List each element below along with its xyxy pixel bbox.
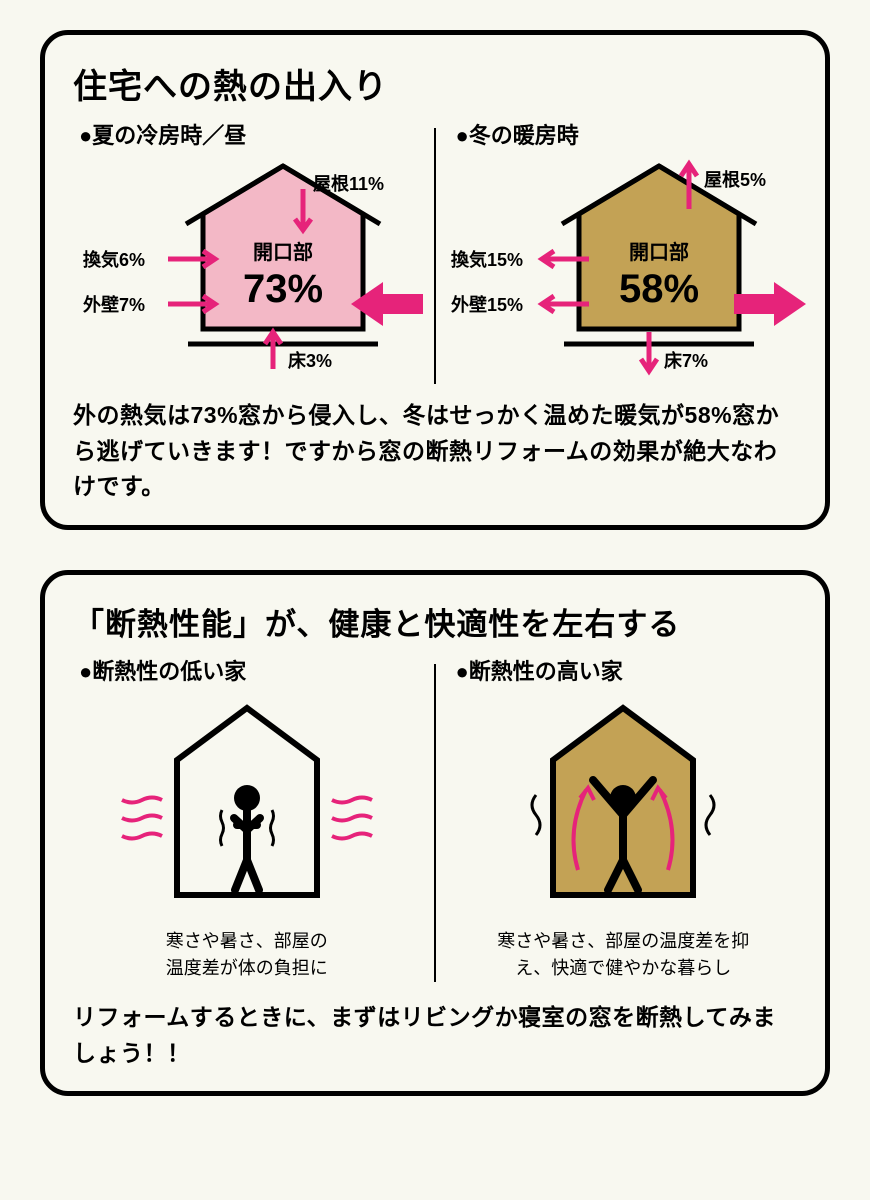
roof-label: 屋根5% <box>704 169 766 190</box>
winter-subtitle: ●冬の暖房時 <box>449 118 797 150</box>
panel2-text: リフォームするときに、まずはリビングか寝室の窓を断熱してみましょう！！ <box>73 1000 797 1071</box>
opening-value: 58% <box>619 267 699 311</box>
wall-label: 外壁15% <box>451 294 523 315</box>
panel1-title: 住宅への熱の出入り <box>73 59 797 108</box>
floor-label: 床7% <box>664 350 708 371</box>
high-subtitle: ●断熱性の高い家 <box>449 654 797 686</box>
high-col: ●断熱性の高い家 寒さや暑さ、部屋の温度差を抑 え、快適で健やかな暮らし <box>449 654 797 982</box>
panel2-title: 「断熱性能」が、健康と快適性を左右する <box>73 599 797 644</box>
low-subtitle: ●断熱性の低い家 <box>73 654 421 686</box>
divider1 <box>434 128 436 384</box>
winter-col: ●冬の暖房時 屋根5% 換気15% 外壁15% 床7% <box>449 118 797 384</box>
low-caption: 寒さや暑さ、部屋の 温度差が体の負担に <box>73 928 421 982</box>
panel-heat-flow: 住宅への熱の出入り ●夏の冷房時／昼 屋根11% 換気6% 外壁 <box>40 30 830 530</box>
panel2-diagrams: ●断熱性の低い家 寒さや暑さ、部屋の 温度差が体の負担に <box>73 654 797 982</box>
opening-label: 開口部 <box>629 240 689 264</box>
vent-label: 換気6% <box>83 249 145 270</box>
roof-label: 屋根11% <box>313 173 384 194</box>
winter-house-diagram: 屋根5% 換気15% 外壁15% 床7% 開口部 58% <box>449 154 809 384</box>
high-house-diagram <box>458 690 788 920</box>
panel1-text: 外の熱気は73%窓から侵入し、冬はせっかく温めた暖気が58%窓から逃げていきます… <box>73 398 797 505</box>
low-col: ●断熱性の低い家 寒さや暑さ、部屋の 温度差が体の負担に <box>73 654 421 982</box>
vent-label: 換気15% <box>451 249 523 270</box>
panel1-diagrams: ●夏の冷房時／昼 屋根11% 換気6% 外壁7% 床 <box>73 118 797 384</box>
summer-col: ●夏の冷房時／昼 屋根11% 換気6% 外壁7% 床 <box>73 118 421 384</box>
divider2 <box>434 664 436 982</box>
panel-insulation: 「断熱性能」が、健康と快適性を左右する ●断熱性の低い家 <box>40 570 830 1096</box>
summer-house-diagram: 屋根11% 換気6% 外壁7% 床3% 開口部 73% <box>73 154 433 384</box>
floor-label: 床3% <box>288 350 332 371</box>
summer-subtitle: ●夏の冷房時／昼 <box>73 118 421 150</box>
low-house-diagram <box>82 690 412 920</box>
opening-label: 開口部 <box>253 240 313 264</box>
opening-value: 73% <box>243 267 323 311</box>
high-caption: 寒さや暑さ、部屋の温度差を抑 え、快適で健やかな暮らし <box>449 928 797 982</box>
wall-label: 外壁7% <box>83 294 145 315</box>
